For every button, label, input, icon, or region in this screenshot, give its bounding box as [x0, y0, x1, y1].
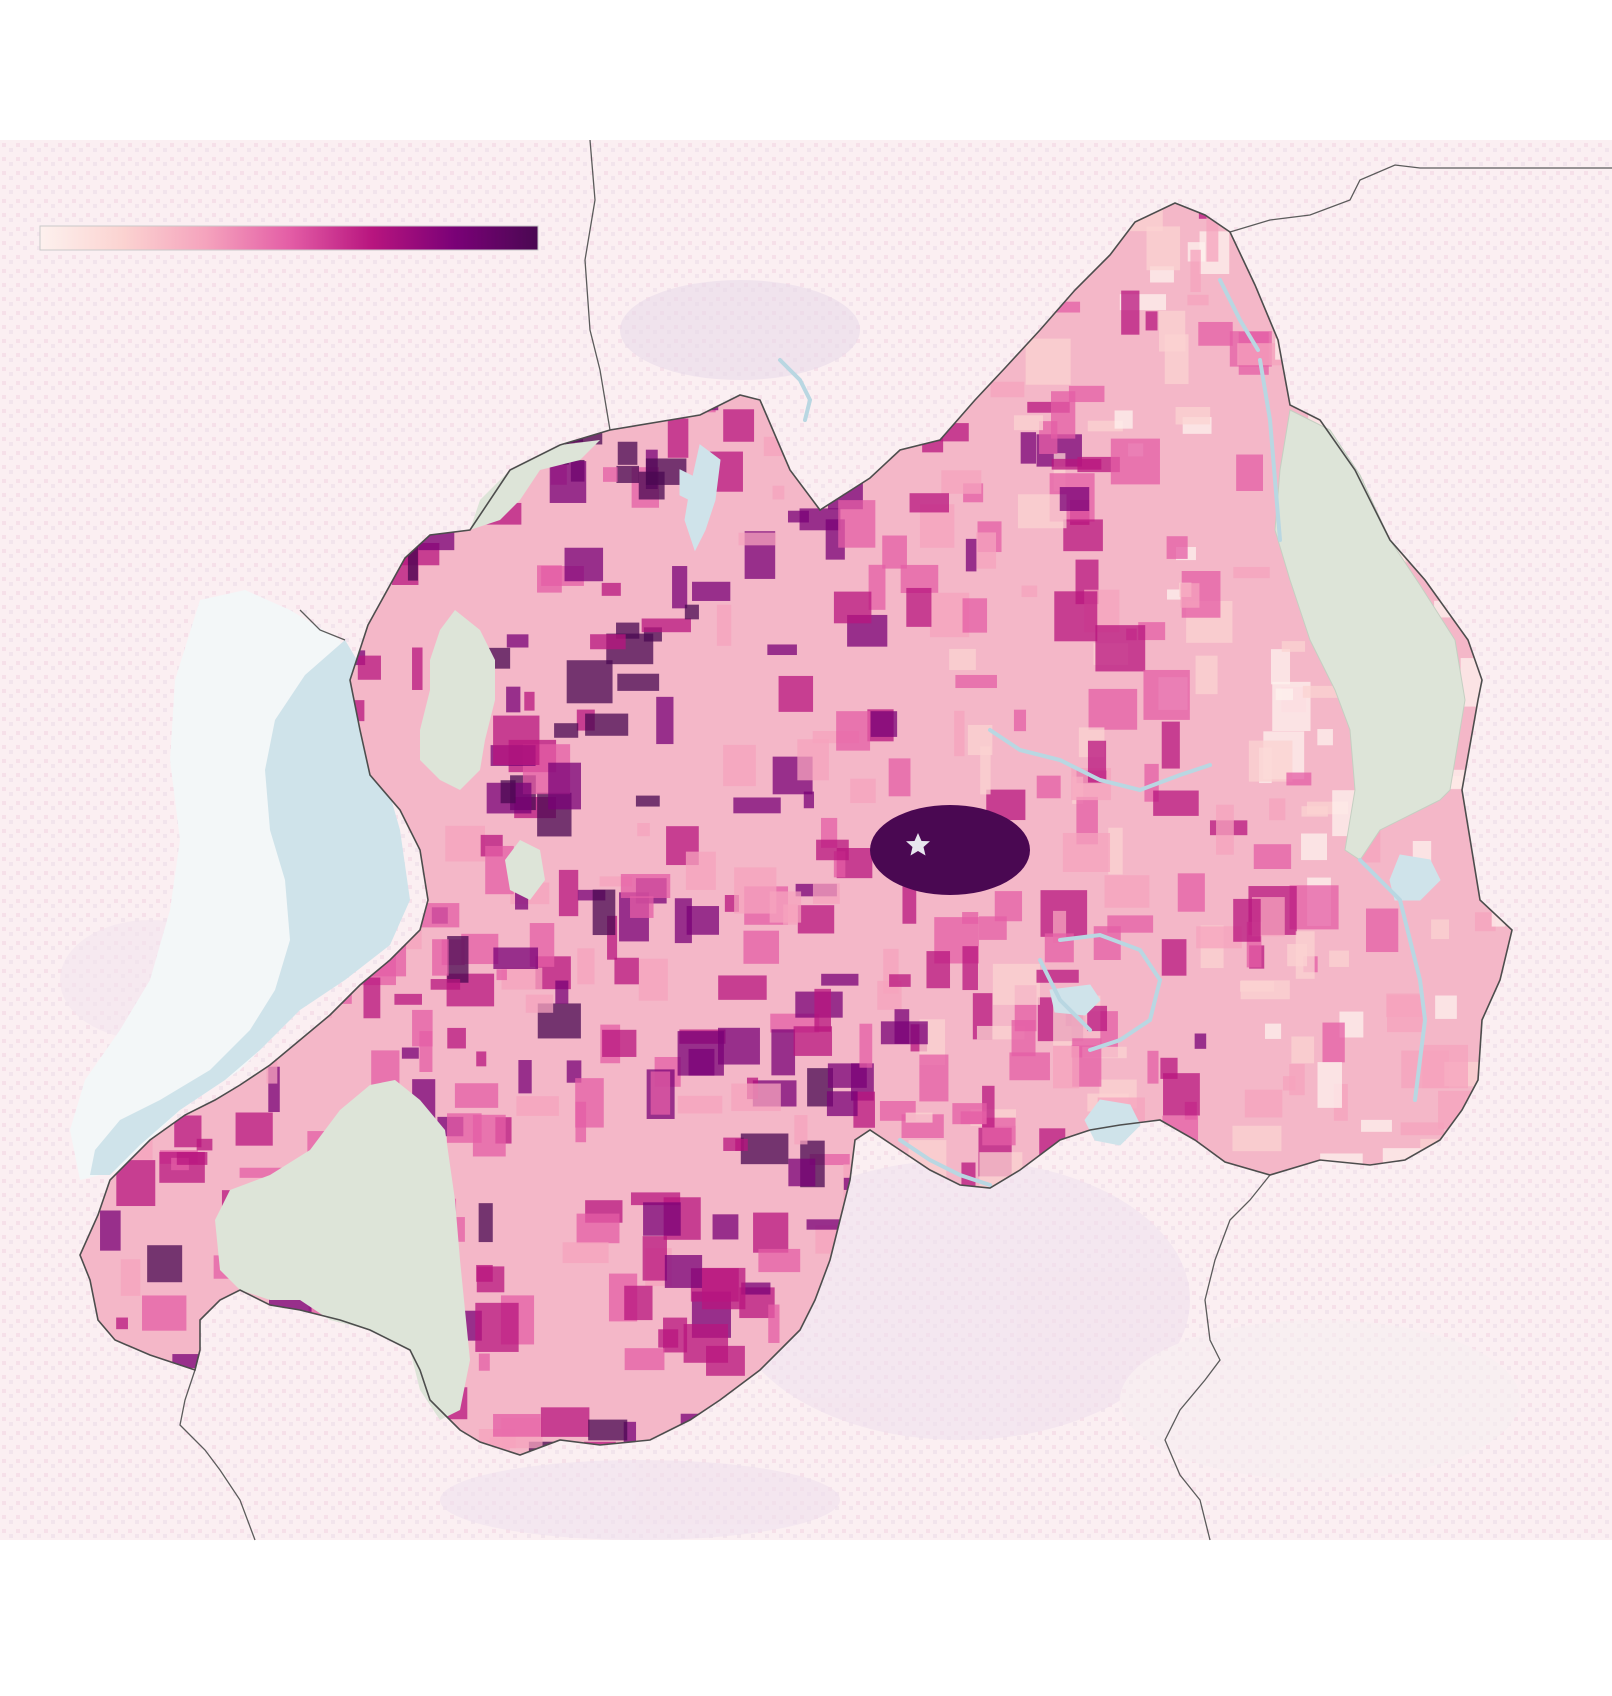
color-legend: [39, 225, 539, 251]
inland-water: [679, 444, 1441, 1146]
protected-area-gishwati: [420, 610, 495, 790]
rivers: [778, 278, 1428, 1187]
star-icon: [906, 833, 930, 856]
protected-area-mukura: [505, 840, 545, 900]
legend-color-bar: [39, 225, 539, 251]
rwanda-border: [79, 202, 1513, 1456]
map-background-top: [0, 0, 1612, 140]
protected-area-nyungwe: [215, 1080, 470, 1420]
protected-area-volcanoes: [470, 440, 600, 530]
neighbor-borders: [179, 139, 1612, 1541]
map-background-bottom: [0, 1540, 1612, 1696]
lake-kivu: [90, 640, 410, 1175]
protected-area-akagera: [1274, 409, 1466, 861]
